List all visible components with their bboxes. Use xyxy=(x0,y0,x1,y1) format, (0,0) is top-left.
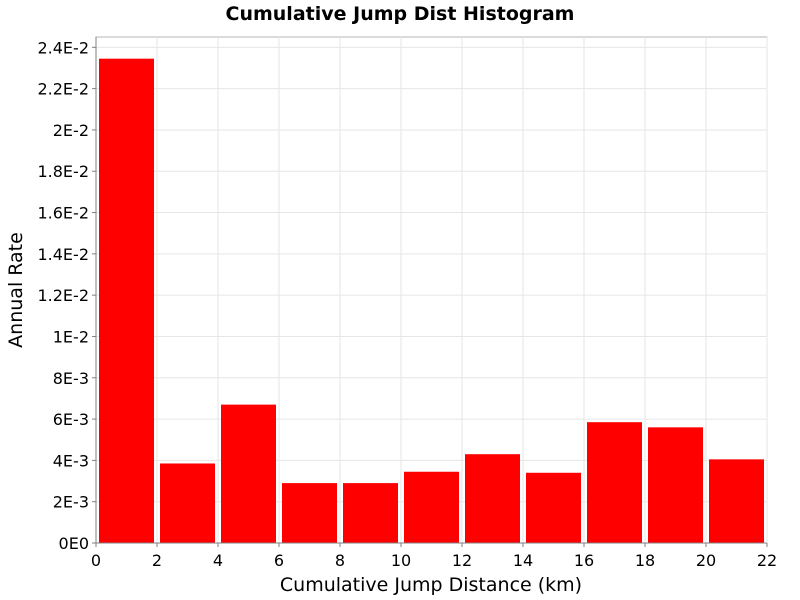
axes xyxy=(95,37,767,544)
y-tick-label: 2E-3 xyxy=(53,493,89,512)
histogram-bar xyxy=(282,483,337,543)
x-tick-label: 2 xyxy=(152,551,162,570)
x-tick-label: 16 xyxy=(574,551,594,570)
x-tick-label: 14 xyxy=(513,551,533,570)
y-tick-label: 4E-3 xyxy=(53,451,89,470)
y-axis-ticks: 0E0 2E-3 4E-3 6E-3 8E-3 1E-2 1.2E-2 1.4E-2 1.6E-… xyxy=(37,38,96,553)
y-tick-label: 1E-2 xyxy=(53,327,89,346)
histogram-bar xyxy=(221,404,276,543)
x-tick-label: 22 xyxy=(757,551,777,570)
histogram-bar xyxy=(648,427,703,543)
y-tick-label: 0E0 xyxy=(59,534,89,553)
x-axis-label: Cumulative Jump Distance (km) xyxy=(280,574,582,596)
chart-title: Cumulative Jump Dist Histogram xyxy=(226,3,575,25)
x-tick-label: 8 xyxy=(335,551,345,570)
y-tick-label: 2E-2 xyxy=(53,121,89,140)
x-tick-label: 18 xyxy=(635,551,655,570)
x-tick-label: 6 xyxy=(274,551,284,570)
y-tick-label: 1.8E-2 xyxy=(37,162,89,181)
y-axis-label: Annual Rate xyxy=(5,232,27,348)
histogram-bar xyxy=(99,58,154,543)
x-tick-label: 10 xyxy=(391,551,411,570)
histogram-bar xyxy=(587,422,642,543)
gridlines xyxy=(96,37,768,543)
y-tick-label: 8E-3 xyxy=(53,369,89,388)
histogram-bar xyxy=(526,472,581,543)
bars xyxy=(99,58,764,543)
y-tick-label: 2.2E-2 xyxy=(37,80,89,99)
y-tick-label: 1.4E-2 xyxy=(37,245,89,264)
histogram-bar xyxy=(465,454,520,543)
y-tick-label: 1.6E-2 xyxy=(37,204,89,223)
y-tick-label: 1.2E-2 xyxy=(37,286,89,305)
histogram-bar xyxy=(343,483,398,543)
x-axis-ticks: 0 2 4 6 8 10 12 14 16 18 20 22 xyxy=(91,543,777,570)
x-tick-label: 12 xyxy=(452,551,472,570)
x-tick-label: 20 xyxy=(696,551,716,570)
histogram-bar xyxy=(160,463,215,543)
y-tick-label: 6E-3 xyxy=(53,410,89,429)
x-tick-label: 4 xyxy=(213,551,223,570)
histogram-bar xyxy=(709,459,764,543)
y-tick-label: 2.4E-2 xyxy=(37,38,89,57)
histogram-bar xyxy=(404,471,459,543)
x-tick-label: 0 xyxy=(91,551,101,570)
